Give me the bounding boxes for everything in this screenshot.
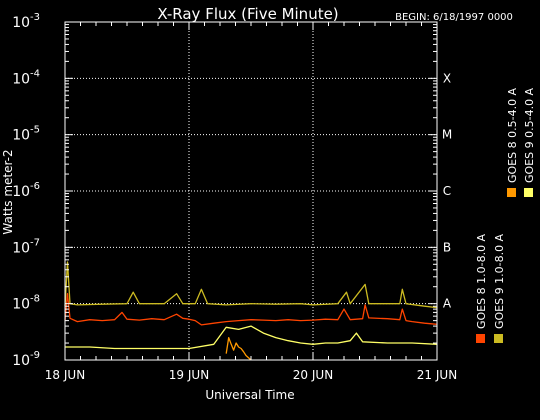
flare-class-label-A: A bbox=[443, 297, 452, 311]
y-tick-label: 10-7 bbox=[12, 237, 40, 256]
y-tick-base: 10 bbox=[12, 240, 30, 256]
flare-class-label-C: C bbox=[443, 184, 451, 198]
legend-label-4: GOES 9 0.5-4.0 A bbox=[523, 87, 536, 183]
y-tick-exponent: -9 bbox=[30, 350, 40, 361]
y-tick-label: 10-6 bbox=[12, 181, 40, 200]
y-tick-label: 10-9 bbox=[12, 350, 40, 369]
y-axis-title: Watts meter-2 bbox=[1, 149, 15, 234]
flare-class-label-X: X bbox=[443, 71, 451, 85]
legend-swatch-4 bbox=[524, 188, 533, 197]
series-line-2 bbox=[225, 336, 252, 361]
legend-swatch-1 bbox=[476, 334, 485, 343]
x-tick-label: 21 JUN bbox=[417, 368, 457, 382]
x-axis-title: Universal Time bbox=[205, 388, 294, 402]
legend-swatch-2 bbox=[507, 188, 516, 197]
series-lines bbox=[64, 261, 438, 361]
chart-title: X-Ray Flux (Five Minute) bbox=[157, 5, 338, 23]
y-tick-base: 10 bbox=[12, 15, 30, 31]
x-tick-label: 19 JUN bbox=[169, 368, 209, 382]
y-tick-base: 10 bbox=[12, 353, 30, 369]
y-tick-label: 10-4 bbox=[12, 68, 40, 87]
legend-label-2: GOES 8 0.5-4.0 A bbox=[506, 87, 519, 183]
y-tick-base: 10 bbox=[12, 297, 30, 313]
legend-label-1: GOES 8 1.0-8.0 A bbox=[475, 233, 488, 329]
series-line-4 bbox=[65, 325, 438, 350]
y-tick-exponent: -7 bbox=[30, 237, 40, 248]
y-tick-label: 10-3 bbox=[12, 12, 40, 31]
y-tick-exponent: -8 bbox=[30, 294, 40, 305]
y-tick-exponent: -3 bbox=[30, 12, 40, 23]
legend-swatch-3 bbox=[494, 334, 503, 343]
y-tick-exponent: -6 bbox=[30, 181, 40, 192]
y-tick-label: 10-8 bbox=[12, 294, 40, 313]
flare-class-label-B: B bbox=[443, 240, 451, 254]
y-tick-exponent: -4 bbox=[30, 68, 40, 79]
x-tick-label: 20 JUN bbox=[293, 368, 333, 382]
legend-label-3: GOES 9 1.0-8.0 A bbox=[493, 233, 506, 329]
series-line-1 bbox=[64, 293, 438, 326]
y-tick-base: 10 bbox=[12, 184, 30, 200]
flare-class-label-M: M bbox=[442, 128, 452, 142]
legend: GOES 8 1.0-8.0 A GOES 8 0.5-4.0 A GOES 9 1… bbox=[475, 87, 536, 343]
y-tick-base: 10 bbox=[12, 71, 30, 87]
y-tick-label: 10-5 bbox=[12, 125, 40, 144]
axes: 10-910-810-710-610-510-410-318 JUN 19 JUN… bbox=[12, 12, 457, 382]
y-tick-base: 10 bbox=[12, 128, 30, 144]
begin-date-label: BEGIN: 6/18/1997 0000 bbox=[395, 12, 513, 23]
x-tick-label: 18 JUN bbox=[45, 368, 85, 382]
y-tick-exponent: -5 bbox=[30, 125, 40, 136]
series-line-3 bbox=[64, 261, 438, 309]
